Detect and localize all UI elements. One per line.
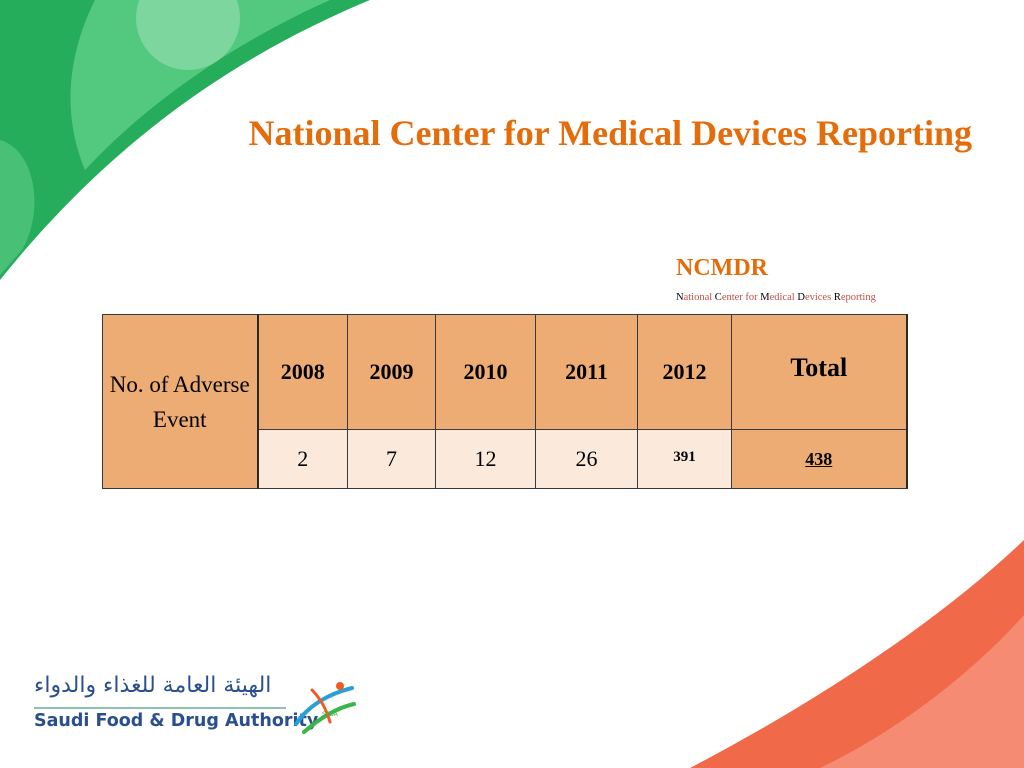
expansion-initial-c: C [714,292,722,303]
year-header-cell: 2010 [435,314,536,430]
green-corner-swoosh-left [0,140,35,275]
expansion-initial-m: M [760,292,770,303]
green-corner-swoosh-light [70,0,330,170]
expansion-rest: enter for [721,292,761,303]
green-decorative-circle [136,0,240,70]
acronym-label: NCMDR [676,255,768,281]
total-value-cell: 438 [731,429,908,489]
expansion-initial-d: D [797,292,805,303]
total-header-cell: Total [731,314,908,430]
expansion-rest: evices [804,292,834,303]
year-header-cell: 2008 [257,314,348,430]
value-cell: 7 [347,429,436,489]
year-header-cell: 2011 [535,314,638,430]
slide-title: National Center for Medical Devices Repo… [248,113,972,153]
expansion-rest: edical [769,292,798,303]
adverse-events-table: No. of Adverse Event 2008 2009 2010 2011… [102,314,908,489]
value-cell: 391 [637,429,732,489]
table-header-row: No. of Adverse Event 2008 2009 2010 2011… [102,314,908,489]
expansion-initial-n: N [676,292,684,303]
svg-text:SFDA: SFDA [322,711,339,718]
table-value-row: 2 7 12 26 391 438 [103,429,908,489]
expansion-initial-r: R [833,292,841,303]
orange-corner-swoosh-light [820,615,1024,768]
value-cell: 12 [435,429,536,489]
logo-arabic-name: الهيئة العامة للغذاء والدواء [34,673,272,698]
year-header-cell: 2009 [347,314,436,430]
expansion-rest: eporting [840,292,876,303]
expansion-rest: ational [683,292,715,303]
logo-english-name: Saudi Food & Drug Authority [34,711,319,731]
value-cell: 26 [535,429,638,489]
year-header-cell: 2012 [637,314,732,430]
row-label-cell: No. of Adverse Event [102,314,259,489]
logo-divider [34,707,286,709]
value-cell: 2 [257,429,348,489]
sfda-emblem-icon: SFDA [294,682,356,734]
acronym-expansion: National Center for Medical Devices Repo… [676,292,876,303]
